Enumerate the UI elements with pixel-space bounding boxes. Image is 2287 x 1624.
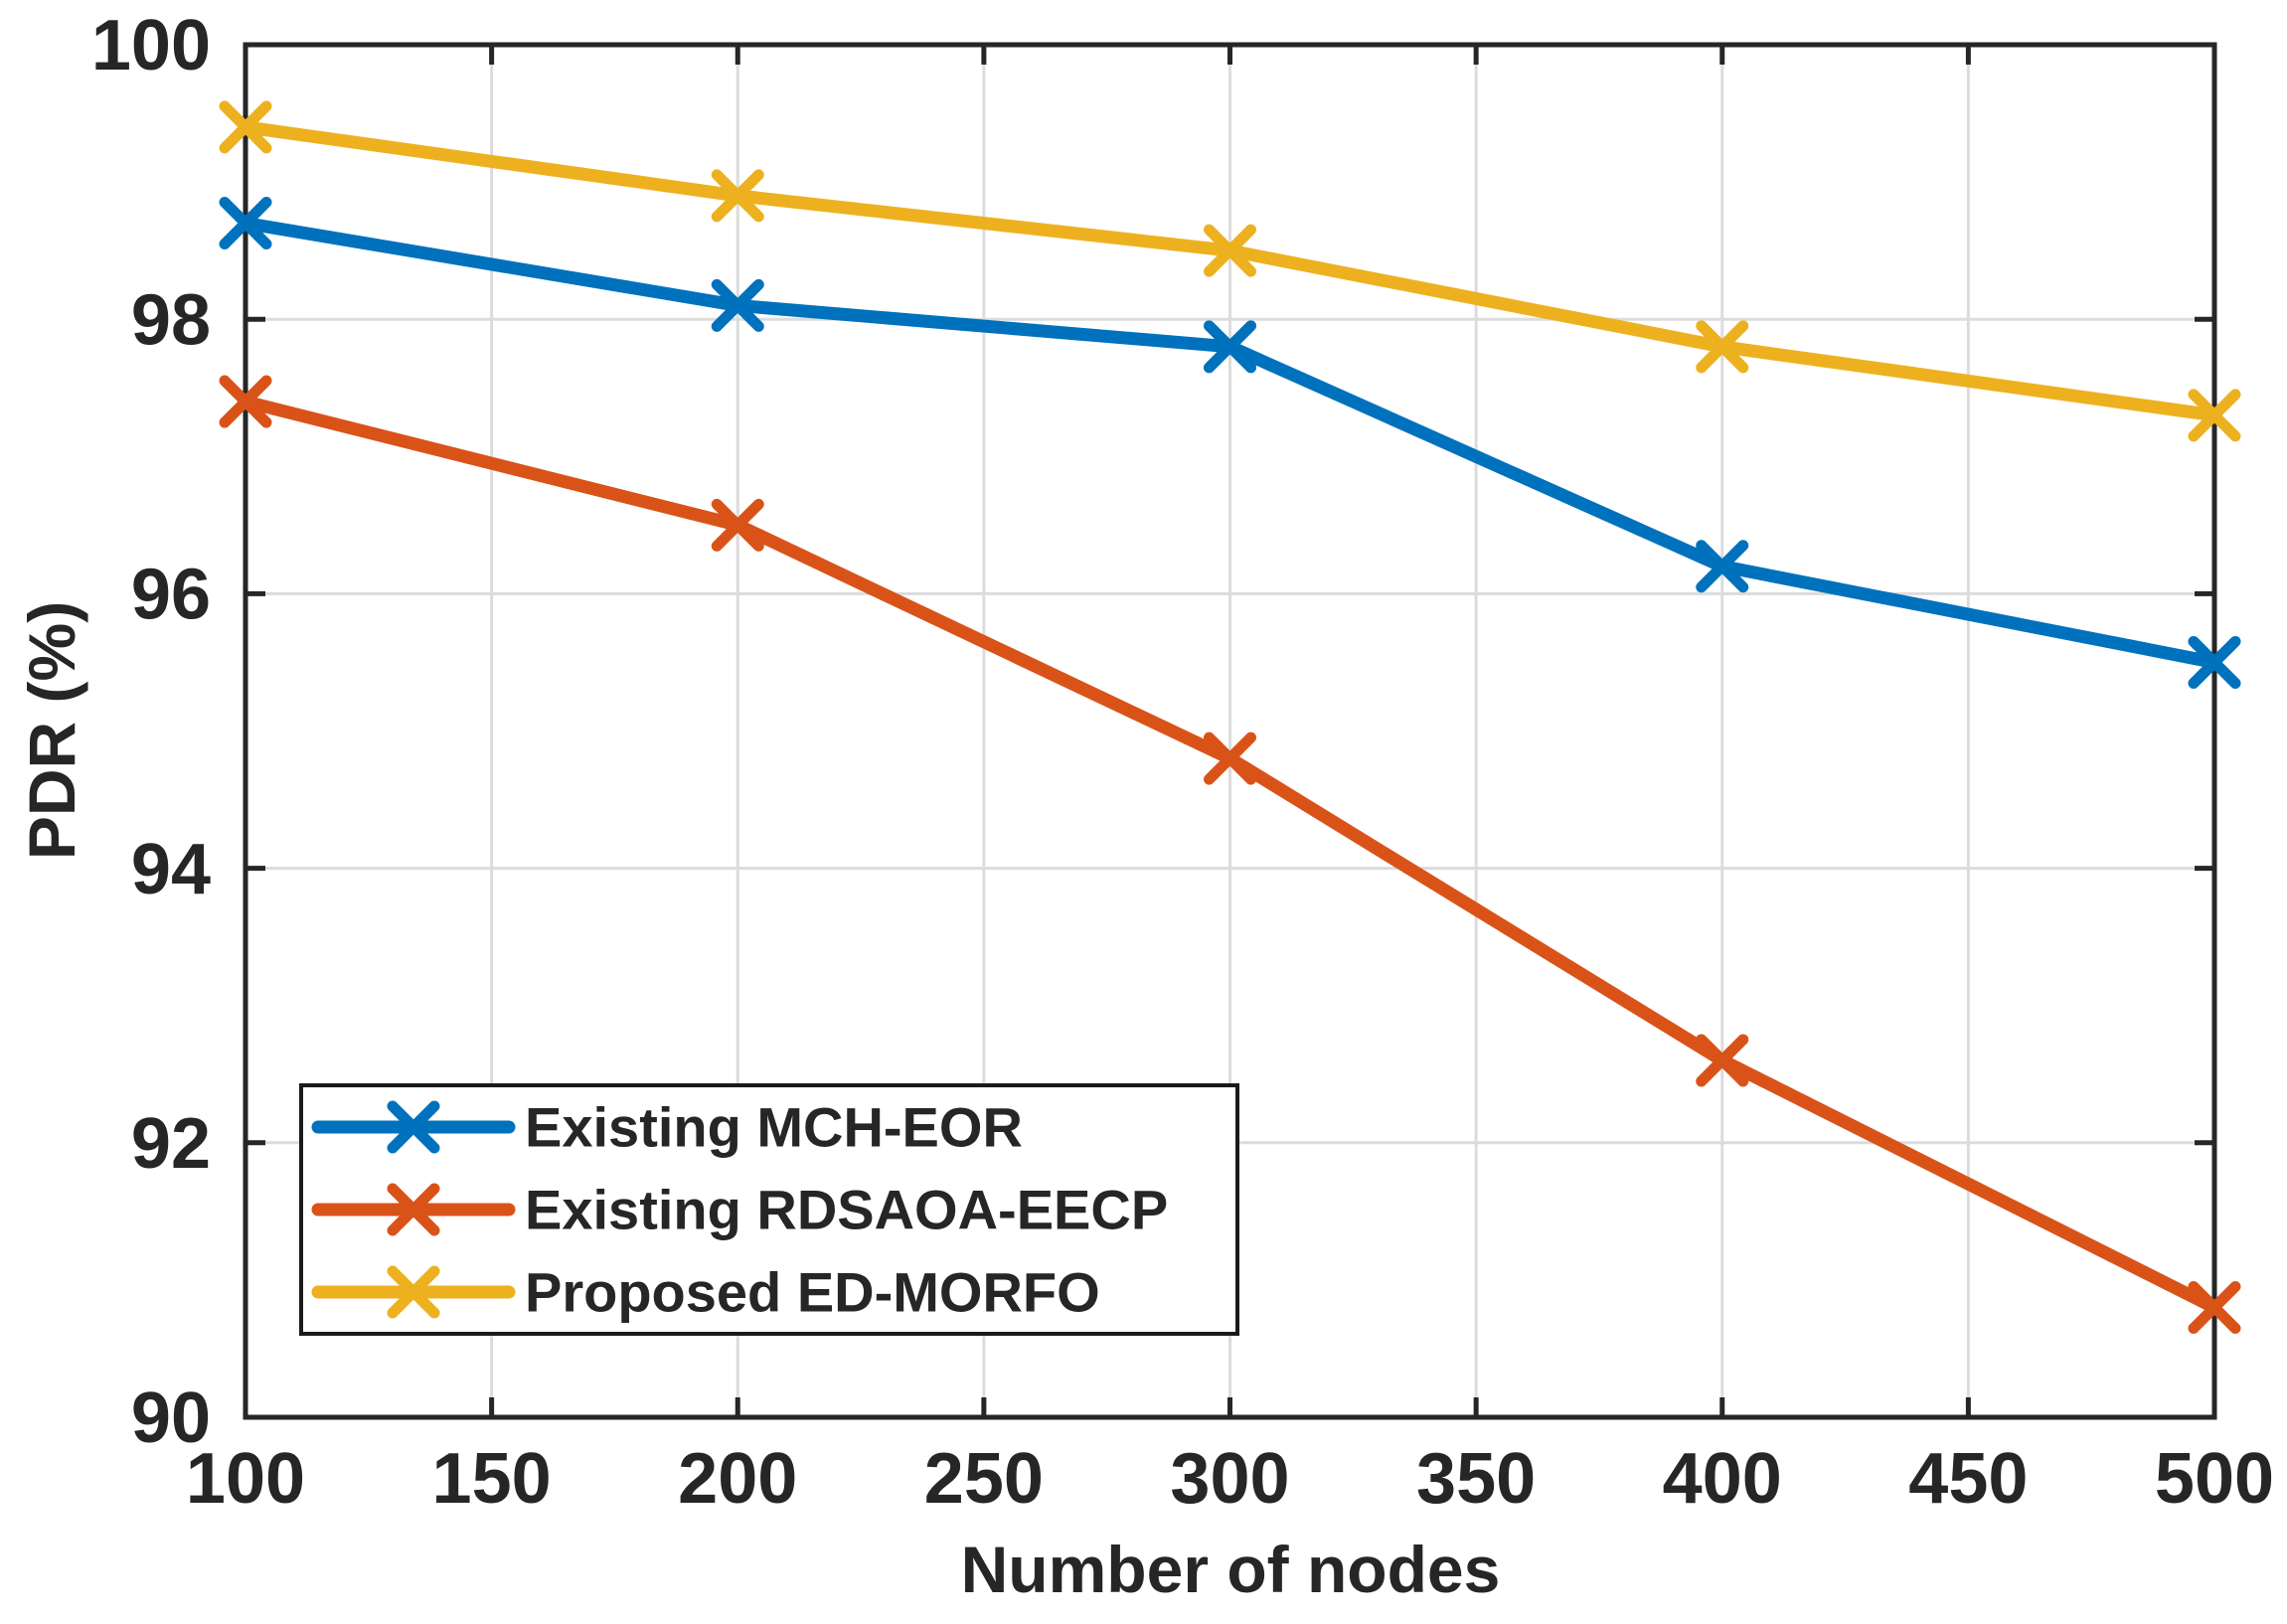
data-point-marker-200	[711, 169, 764, 223]
data-point-marker-300	[1204, 320, 1256, 374]
data-point-marker-300	[1204, 224, 1256, 277]
data-point-marker-200	[711, 278, 764, 332]
data-point-marker-500	[2188, 389, 2241, 442]
data-point-marker-500	[2188, 635, 2241, 689]
legend-entry-1: Existing RDSAOA-EECP	[311, 1179, 1168, 1241]
x-tick-label-250: 250	[924, 1439, 1044, 1519]
x-tick-label-200: 200	[678, 1439, 797, 1519]
x-tick-label-500: 500	[2155, 1439, 2274, 1519]
legend: Existing MCH-EOR Existing RDSAOA-EECP Prop…	[299, 1083, 1239, 1336]
axes-box-ticks	[243, 42, 2217, 1420]
legend-label: Proposed ED-MORFO	[525, 1261, 1100, 1324]
y-tick-label-90: 90	[131, 1379, 211, 1458]
x-tick-label-100: 100	[186, 1439, 305, 1519]
x-tick-label-450: 450	[1908, 1439, 2028, 1519]
y-tick-label-92: 92	[131, 1104, 211, 1184]
series-proposed-ed-morfo	[219, 100, 2241, 442]
series-existing-mch-eor	[219, 197, 2241, 689]
y-tick-label-98: 98	[131, 280, 211, 360]
legend-label: Existing MCH-EOR	[525, 1096, 1023, 1159]
data-point-marker-100	[219, 100, 272, 154]
series-existing-rdsaoa-eecp	[219, 375, 2241, 1335]
x-axis-label: Number of nodes	[961, 1533, 1501, 1606]
x-tick-label-150: 150	[432, 1439, 552, 1519]
y-tick-label-94: 94	[131, 830, 211, 909]
x-tick-label-350: 350	[1416, 1439, 1536, 1519]
legend-entry-2: Proposed ED-MORFO	[311, 1261, 1100, 1324]
data-point-marker-300	[1204, 731, 1256, 785]
x-tick-label-400: 400	[1663, 1439, 1782, 1519]
y-axis-label: PDR (%)	[15, 601, 88, 860]
legend-marker-sample	[387, 1100, 440, 1154]
data-series	[219, 100, 2241, 1335]
legend-label: Existing RDSAOA-EECP	[525, 1179, 1168, 1241]
y-tick-label-100: 100	[91, 6, 211, 85]
legend-marker-sample	[387, 1183, 440, 1236]
data-point-marker-200	[711, 498, 764, 552]
legend-entry-0: Existing MCH-EOR	[311, 1096, 1023, 1159]
data-point-marker-100	[219, 375, 272, 428]
data-point-marker-100	[219, 197, 272, 250]
x-tick-labels: 100 150 200 250 300 350 400 450 500	[186, 1439, 2274, 1519]
data-point-marker-400	[1696, 540, 1749, 593]
legend-marker-sample	[387, 1265, 440, 1319]
data-point-marker-400	[1696, 1034, 1749, 1087]
data-point-marker-500	[2188, 1281, 2241, 1335]
x-tick-label-300: 300	[1170, 1439, 1289, 1519]
data-point-marker-400	[1696, 320, 1749, 374]
y-tick-labels: 90 92 94 96 98 100	[91, 6, 211, 1458]
y-tick-label-96: 96	[131, 556, 211, 635]
